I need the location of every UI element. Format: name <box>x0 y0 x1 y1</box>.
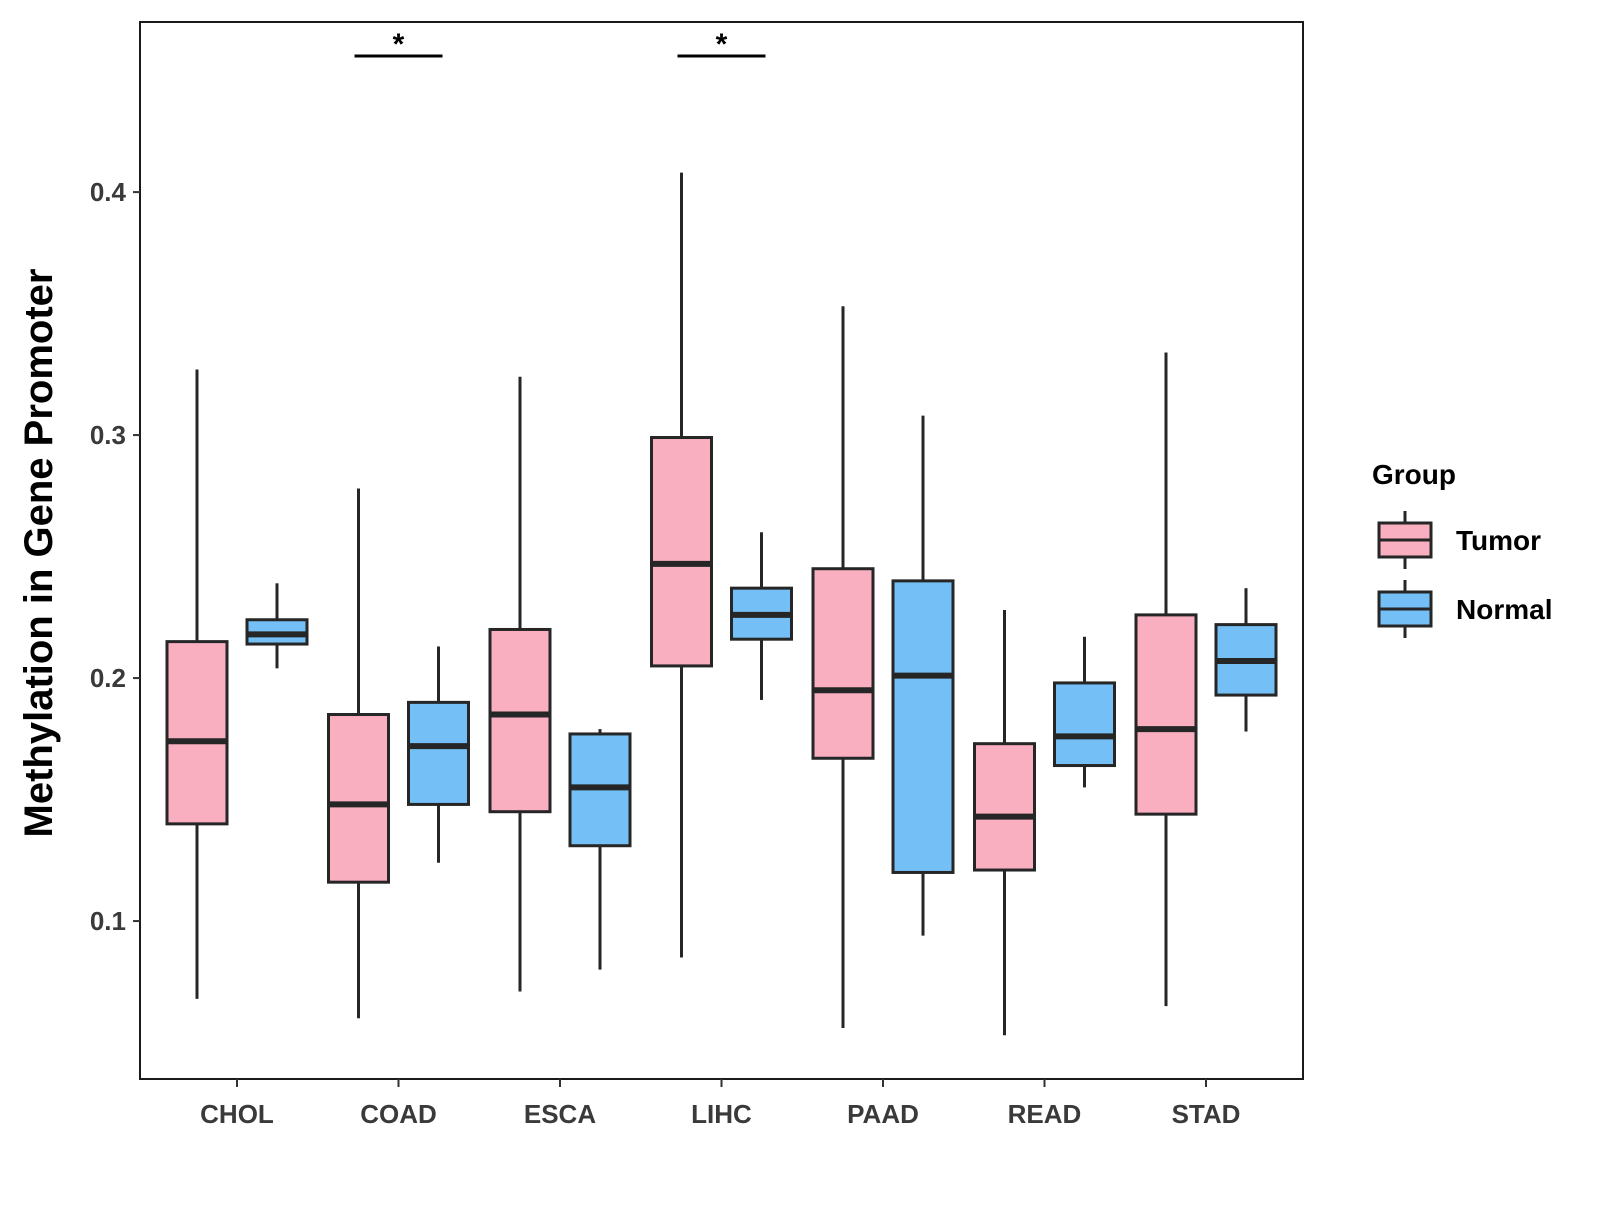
x-tick-label-stad: STAD <box>1172 1099 1241 1129</box>
box-paad-tumor <box>811 306 875 1028</box>
y-tick-label: 0.4 <box>90 177 127 207</box>
x-tick-label-paad: PAAD <box>847 1099 919 1129</box>
annotations-layer: * * <box>354 28 766 61</box>
legend: Group Tumor Normal <box>1372 459 1552 638</box>
legend-label-normal: Normal <box>1456 594 1552 625</box>
box-esca-normal <box>568 729 632 970</box>
legend-title: Group <box>1372 459 1456 490</box>
box-stad-tumor <box>1134 352 1198 1007</box>
x-tick-label-read: READ <box>1008 1099 1082 1129</box>
box-coad-normal <box>407 646 470 863</box>
y-axis-label: Methylation in Gene Promoter <box>17 269 61 838</box>
y-tick-label: 0.1 <box>90 906 126 936</box>
iqr-box-stad-tumor <box>1134 613 1198 816</box>
significance-star: * <box>393 28 405 61</box>
iqr-box-chol-tumor <box>165 640 229 826</box>
legend-entries: Tumor Normal <box>1377 511 1552 638</box>
x-tick-label-coad: COAD <box>360 1099 437 1129</box>
iqr-box-read-tumor <box>973 742 1036 872</box>
box-read-normal <box>1053 636 1116 788</box>
box-lihc-tumor <box>650 172 713 958</box>
box-chol-normal <box>245 583 309 669</box>
x-tick-label-lihc: LIHC <box>691 1099 752 1129</box>
legend-item-tumor: Tumor <box>1377 511 1541 569</box>
x-tick-label-esca: ESCA <box>524 1099 596 1129</box>
box-paad-normal <box>891 415 955 936</box>
iqr-box-read-normal <box>1053 681 1116 768</box>
box-stad-normal <box>1214 588 1278 732</box>
iqr-box-paad-tumor <box>811 567 875 760</box>
box-esca-tumor <box>488 376 552 992</box>
x-tick-label-chol: CHOL <box>200 1099 274 1129</box>
significance-lihc: * <box>677 28 766 61</box>
iqr-box-coad-tumor <box>327 713 390 884</box>
box-read-tumor <box>973 610 1036 1036</box>
iqr-box-paad-normal <box>891 579 955 874</box>
legend-label-tumor: Tumor <box>1456 525 1541 556</box>
axes-layer: 0.1 0.2 0.3 0.4 CHOL COAD ESCA LIHC PAAD READ STAD <box>90 177 1241 1129</box>
box-chol-tumor <box>165 369 229 999</box>
boxes-layer <box>165 172 1278 1036</box>
box-lihc-normal <box>730 532 793 700</box>
significance-star: * <box>716 28 728 61</box>
legend-item-normal: Normal <box>1377 580 1552 638</box>
iqr-box-lihc-tumor <box>650 436 713 668</box>
significance-coad: * <box>354 28 443 61</box>
plot-panel <box>139 21 1304 1080</box>
y-tick-label: 0.2 <box>90 663 126 693</box>
iqr-box-coad-normal <box>407 700 470 806</box>
iqr-box-esca-tumor <box>488 627 552 814</box>
box-coad-tumor <box>327 488 390 1019</box>
y-tick-label: 0.3 <box>90 420 126 450</box>
